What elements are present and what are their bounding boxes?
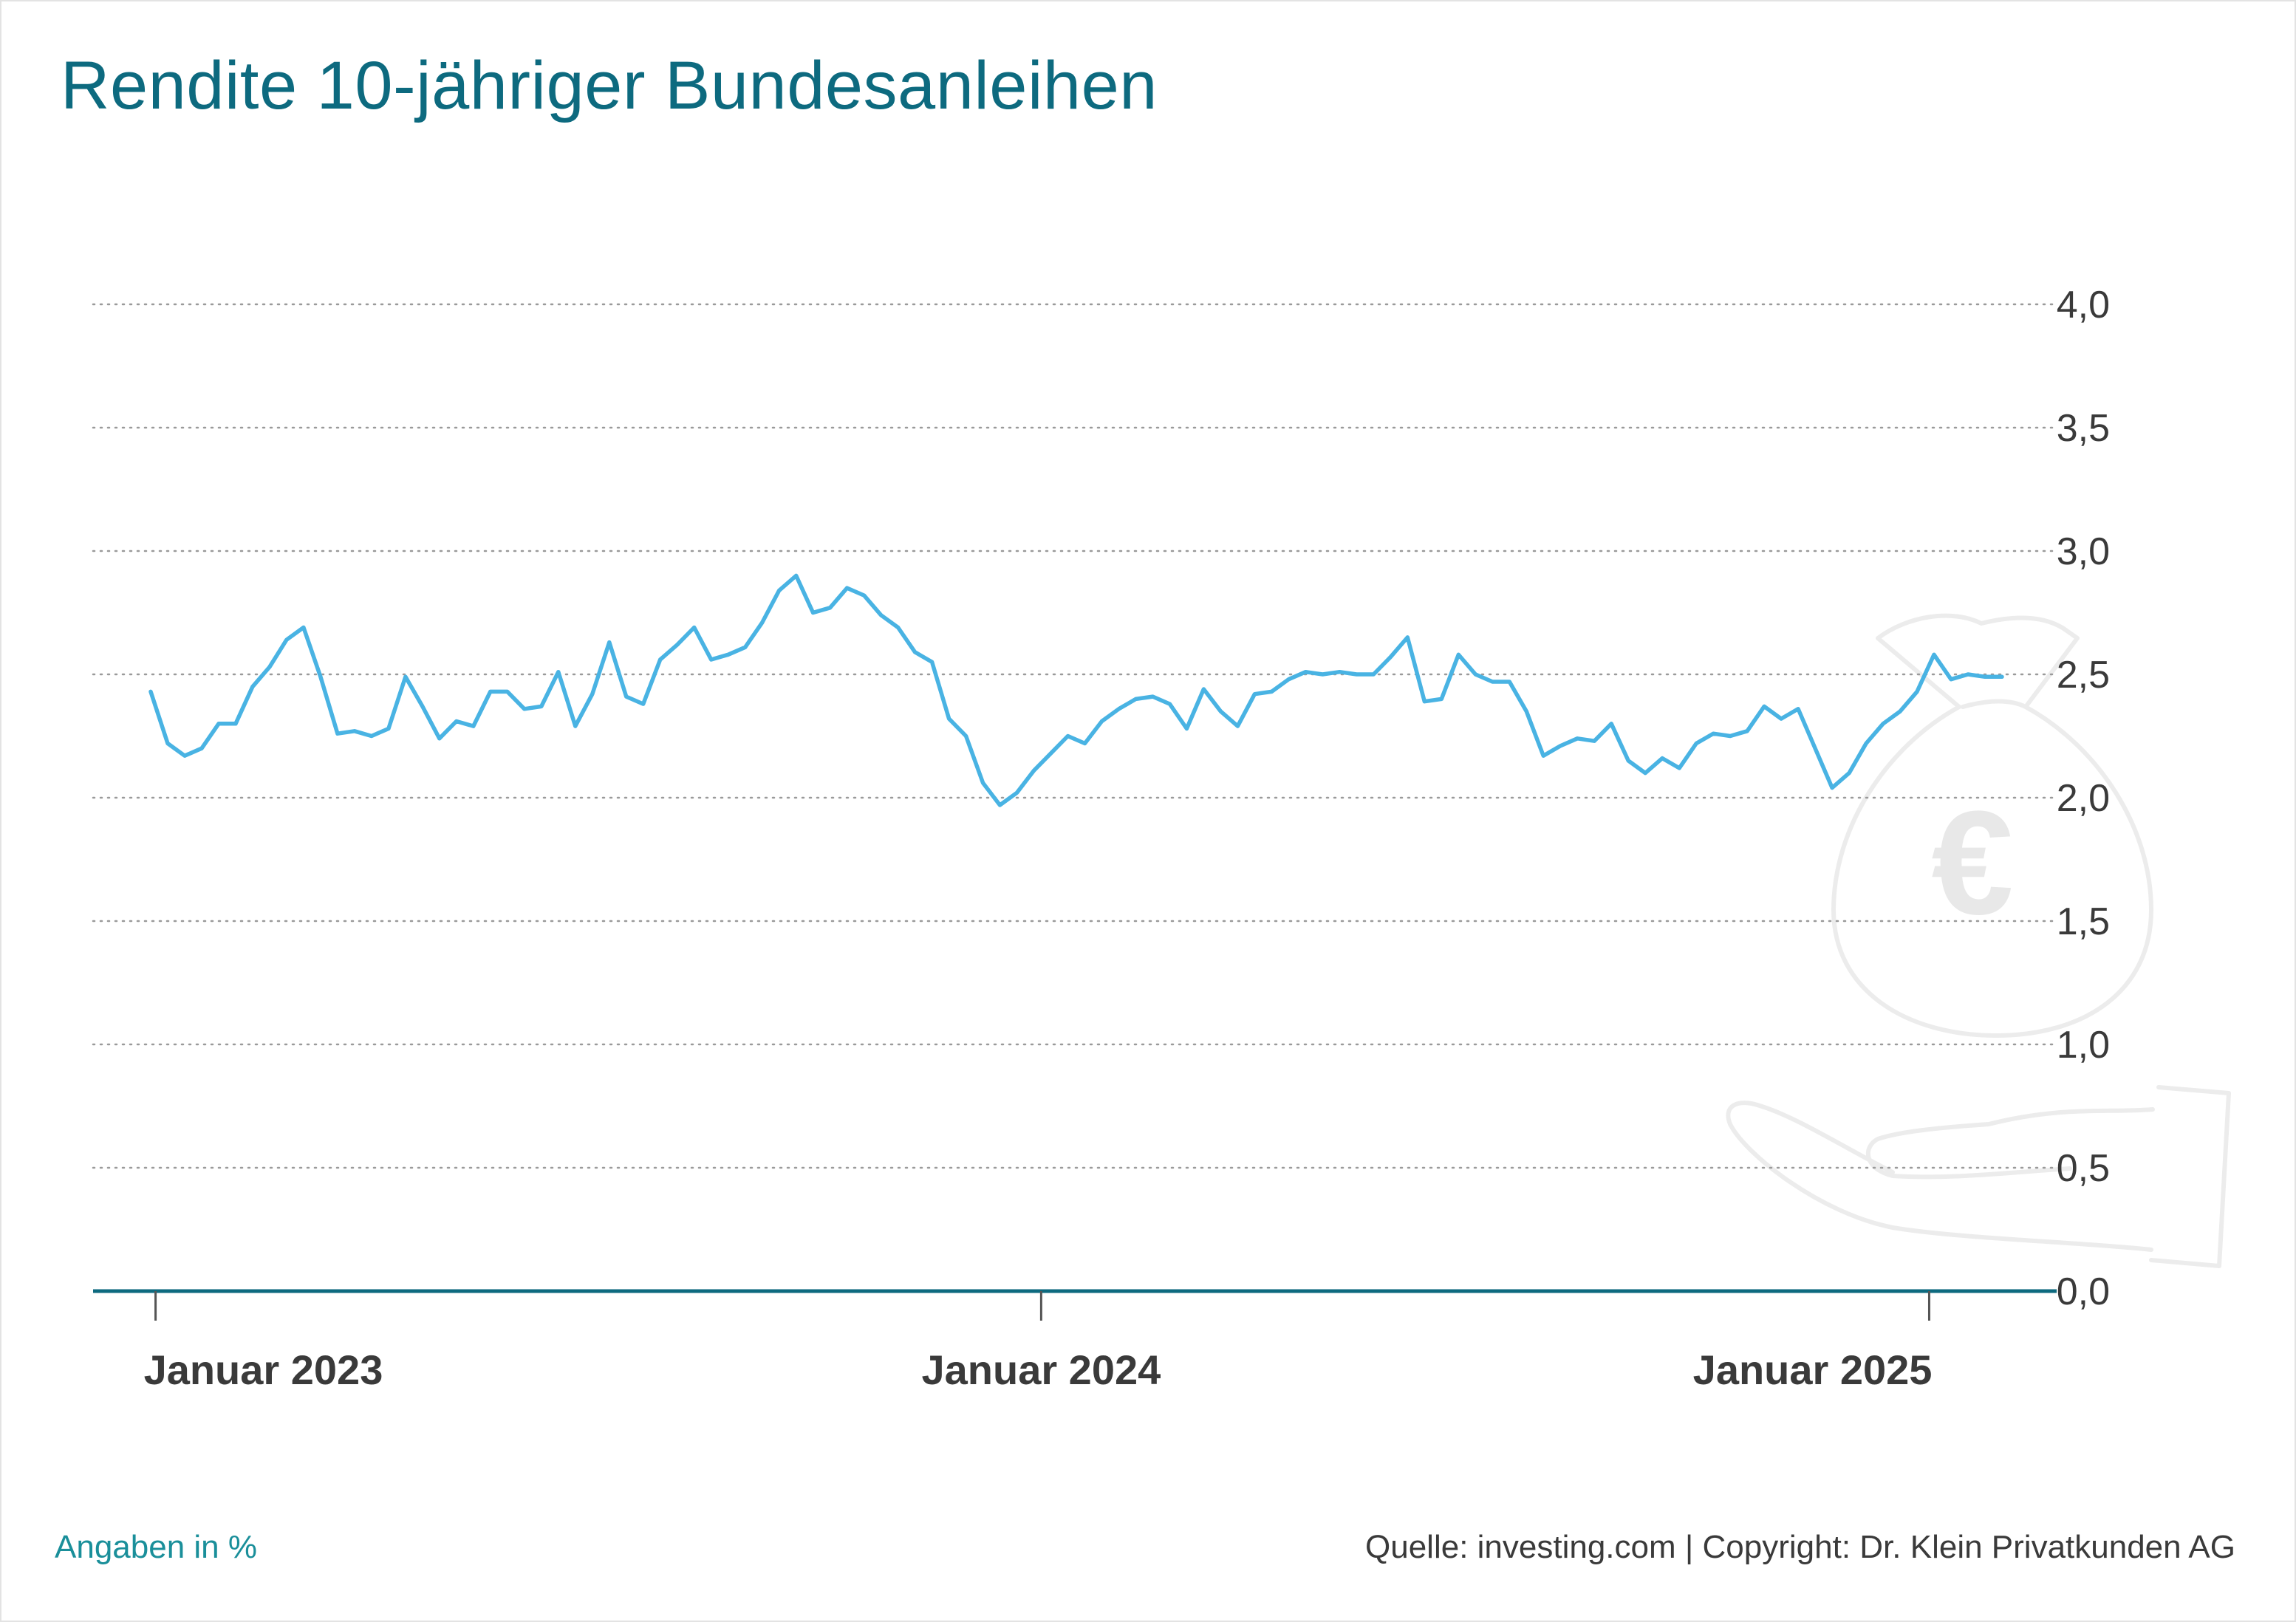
euro-icon: € [1931,781,2013,945]
y-tick-label: 1,5 [2057,900,2110,943]
y-tick-label: 1,0 [2057,1024,2110,1067]
y-tick-label: 2,5 [2057,654,2110,697]
y-axis-tick-labels: 0,0 0,5 1,0 1,5 2,0 2,5 3,0 3,5 4,0 [2057,284,2110,1313]
series-line [148,573,2004,807]
y-gridlines [92,303,2058,1169]
chart-title: Rendite 10-jähriger Bundesanleihen [61,48,1158,123]
hand-icon [1726,1085,2231,1268]
money-bag-icon [1831,613,2153,1038]
x-tick-label: Januar 2023 [144,1346,383,1393]
unit-note: Angaben in % [55,1529,257,1565]
y-tick-label: 3,0 [2057,530,2110,573]
y-tick-label: 0,5 [2057,1147,2110,1190]
y-tick-label: 2,0 [2057,777,2110,820]
x-tick-label: Januar 2024 [921,1346,1161,1393]
x-tick-label: Januar 2025 [1693,1346,1933,1393]
y-tick-label: 3,5 [2057,407,2110,450]
y-tick-label: 4,0 [2057,284,2110,326]
y-tick-label: 0,0 [2057,1270,2110,1313]
x-axis-tick-labels: Januar 2023 Januar 2024 Januar 2025 [144,1346,1933,1393]
source-note: Quelle: investing.com | Copyright: Dr. K… [1365,1529,2235,1565]
x-axis [93,1289,2057,1321]
